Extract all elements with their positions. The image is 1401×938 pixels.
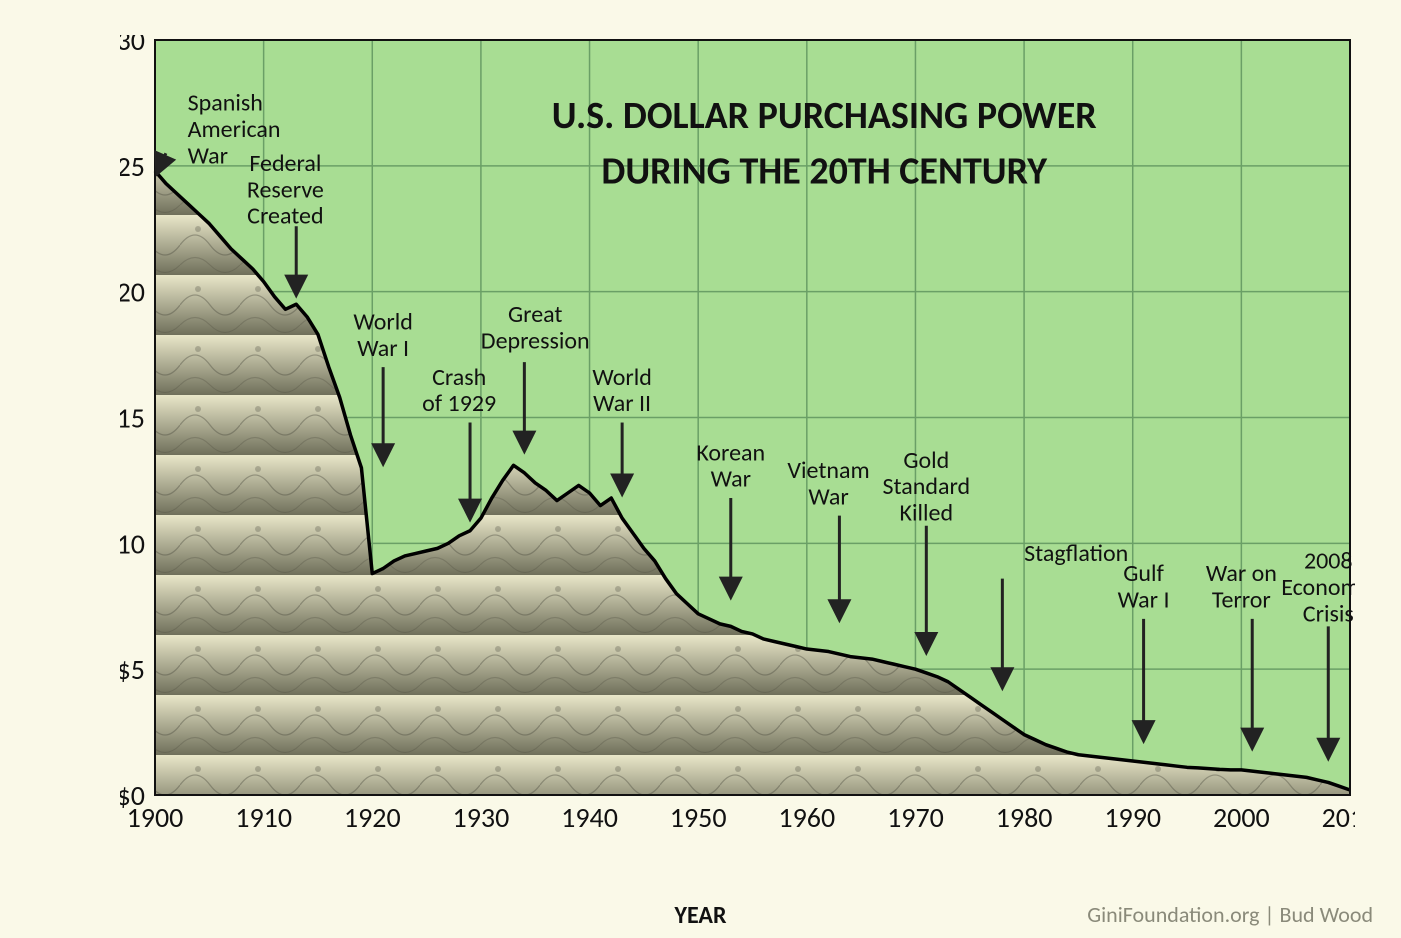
- svg-text:1940: 1940: [561, 800, 618, 835]
- attribution-text: GiniFoundation.org | Bud Wood: [1087, 901, 1373, 928]
- svg-text:Stagflation: Stagflation: [1024, 539, 1128, 568]
- svg-text:2000: 2000: [1213, 800, 1270, 835]
- svg-text:WorldWar II: WorldWar II: [592, 363, 651, 418]
- svg-text:$25: $25: [120, 149, 145, 184]
- svg-text:WorldWar I: WorldWar I: [353, 307, 412, 362]
- plot-area: $0$5$10$15$20$25$30190019101920193019401…: [120, 35, 1355, 840]
- svg-text:$30: $30: [120, 35, 145, 58]
- svg-text:1990: 1990: [1104, 800, 1161, 835]
- svg-text:1910: 1910: [235, 800, 292, 835]
- svg-text:2010: 2010: [1322, 800, 1355, 835]
- svg-text:U.S. DOLLAR PURCHASING POWER: U.S. DOLLAR PURCHASING POWER: [552, 93, 1098, 139]
- svg-text:1900: 1900: [127, 800, 184, 835]
- svg-text:1970: 1970: [887, 800, 944, 835]
- svg-text:$5: $5: [120, 652, 145, 687]
- svg-text:1920: 1920: [344, 800, 401, 835]
- x-axis-title: YEAR: [675, 901, 727, 930]
- svg-text:1960: 1960: [778, 800, 835, 835]
- svg-text:GulfWar I: GulfWar I: [1118, 559, 1170, 614]
- svg-text:1980: 1980: [996, 800, 1053, 835]
- svg-text:1930: 1930: [453, 800, 510, 835]
- svg-text:$20: $20: [120, 275, 145, 310]
- chart-svg: $0$5$10$15$20$25$30190019101920193019401…: [120, 35, 1355, 840]
- svg-text:FederalReserveCreated: FederalReserveCreated: [247, 149, 324, 231]
- chart-frame: U.S. Dollar Purchasing Power $0$5$10$15$…: [0, 0, 1401, 938]
- svg-text:DURING THE 20TH CENTURY: DURING THE 20TH CENTURY: [601, 148, 1048, 194]
- svg-text:War onTerror: War onTerror: [1206, 559, 1277, 614]
- svg-text:$15: $15: [120, 401, 145, 436]
- svg-text:Crashof 1929: Crashof 1929: [422, 363, 496, 418]
- svg-text:1950: 1950: [670, 800, 727, 835]
- svg-text:$10: $10: [120, 526, 145, 561]
